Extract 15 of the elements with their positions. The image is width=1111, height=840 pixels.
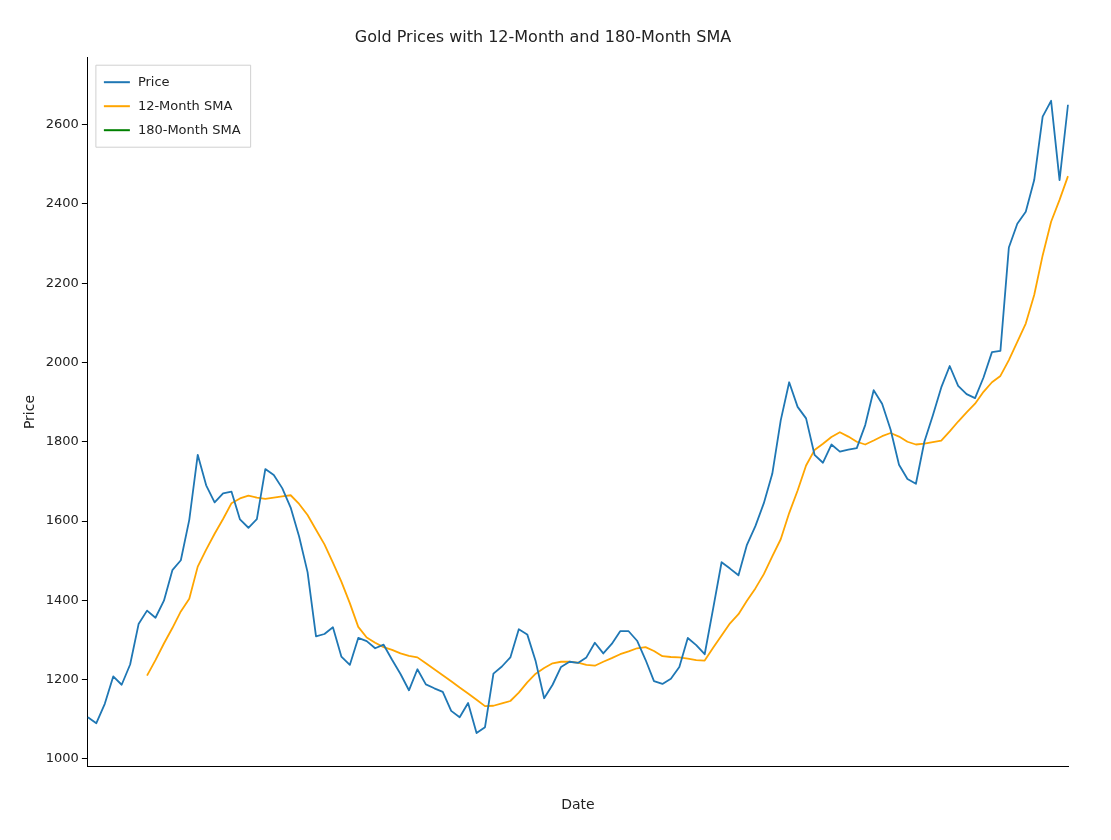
y-tick-label: 1000 xyxy=(45,750,79,766)
y-tick-label: 2400 xyxy=(45,195,79,211)
y-tick-label: 2200 xyxy=(45,274,79,290)
y-tick-label: 2600 xyxy=(45,115,79,131)
y-tick-label: 1600 xyxy=(45,512,79,528)
y-tick-label: 2000 xyxy=(45,353,79,369)
legend-label: Price xyxy=(137,73,170,89)
x-axis-title: Date xyxy=(561,796,595,813)
y-tick-label: 1200 xyxy=(45,670,79,686)
legend-label: 12-Month SMA xyxy=(137,97,233,113)
legend-label: 180-Month SMA xyxy=(137,121,241,137)
y-tick-label: 1800 xyxy=(45,433,79,449)
chart-title: Gold Prices with 12-Month and 180-Month SMA xyxy=(354,26,732,46)
y-tick-label: 1400 xyxy=(45,591,79,607)
y-axis-title: Price xyxy=(21,394,38,430)
